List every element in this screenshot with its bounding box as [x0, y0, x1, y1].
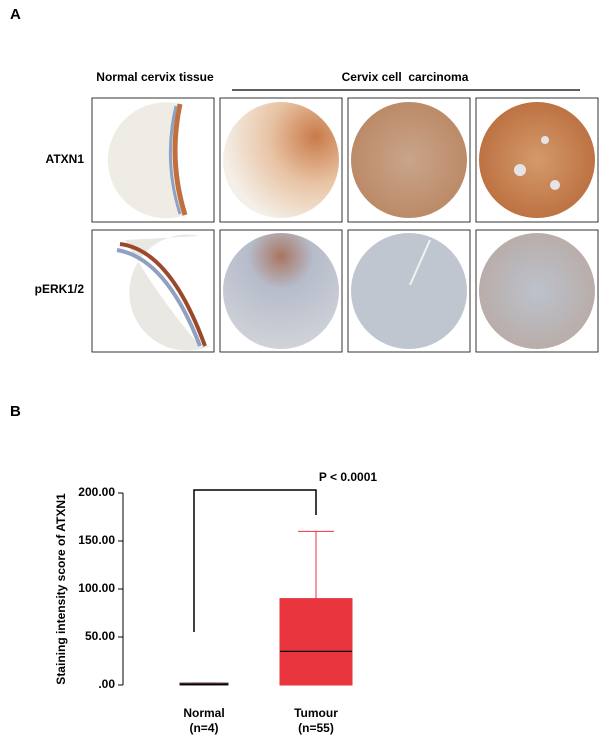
significance-bracket: [193, 489, 317, 632]
row-label: pERK1/2: [35, 282, 85, 296]
x-tick-label: (n=55): [298, 721, 334, 735]
y-tick-label: 150.00: [78, 533, 115, 547]
tissue-images: [107, 102, 595, 351]
panel-label: B: [10, 403, 21, 420]
box: [279, 598, 353, 686]
panel-label: A: [10, 6, 21, 23]
x-tick-label: Tumour: [294, 706, 338, 720]
y-axis-label: Staining intensity score of ATXN1: [54, 493, 68, 685]
x-tick-label: Normal: [183, 706, 224, 720]
y-tick-label: .00: [98, 677, 115, 691]
row-label: ATXN1: [46, 152, 85, 166]
column-header: Cervix cell carcinoma: [342, 70, 469, 84]
column-header: Normal cervix tissue: [96, 70, 214, 84]
y-tick-label: 50.00: [85, 629, 115, 643]
annotation: P < 0.0001: [319, 470, 377, 484]
x-tick-label: (n=4): [189, 721, 218, 735]
y-tick-label: 100.00: [78, 581, 115, 595]
y-tick-label: 200.00: [78, 485, 115, 499]
